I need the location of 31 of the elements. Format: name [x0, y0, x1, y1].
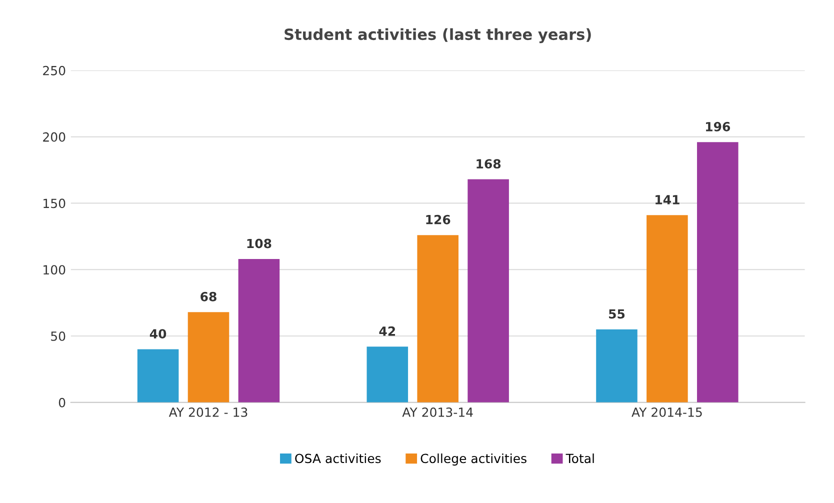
bar: [697, 142, 738, 402]
legend-label: College activities: [420, 453, 526, 466]
y-tick-label: 100: [44, 265, 66, 275]
bar: [366, 346, 408, 402]
y-tick-label: 250: [43, 66, 66, 76]
data-label: 55: [609, 309, 625, 319]
x-tick-label: AY 2014-15: [632, 407, 702, 417]
bar: [238, 258, 280, 402]
data-label: 108: [247, 238, 272, 248]
y-tick-label: 50: [51, 331, 66, 341]
y-tick-label: 200: [43, 132, 66, 142]
data-label: 126: [426, 214, 450, 224]
bar: [188, 312, 230, 402]
data-label: 42: [379, 326, 396, 336]
legend-label: OSA activities: [295, 453, 381, 464]
y-tick-label: 150: [44, 198, 66, 208]
data-label: 196: [706, 122, 730, 132]
data-label: 40: [150, 329, 166, 339]
chart-title: Student activities (last three years): [284, 28, 591, 44]
y-tick-label: 0: [58, 398, 66, 408]
data-label: 168: [476, 159, 501, 169]
data-label: 141: [656, 195, 680, 204]
bar: [417, 235, 458, 402]
data-label: 68: [200, 292, 216, 302]
bar: [646, 215, 688, 402]
legend-label: Total: [566, 453, 594, 464]
bar: [137, 349, 179, 402]
x-tick-label: AY 2012 - 13: [168, 407, 248, 417]
x-tick-label: AY 2013-14: [402, 407, 473, 417]
bar: [596, 329, 638, 402]
bar: [468, 179, 509, 402]
